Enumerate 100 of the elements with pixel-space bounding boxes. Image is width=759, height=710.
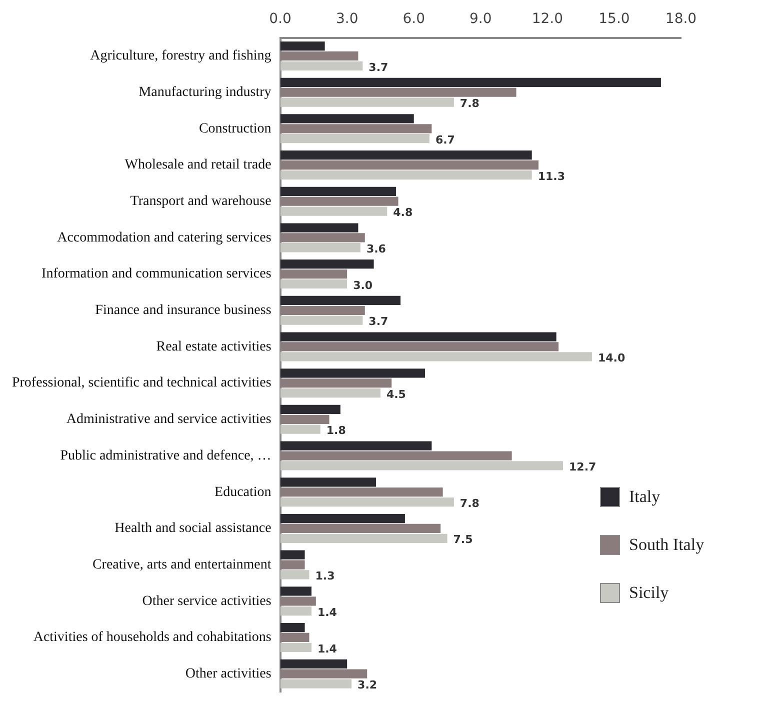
- data-label: 4.8: [393, 206, 413, 220]
- bar: [280, 78, 661, 87]
- bar: [280, 61, 363, 70]
- data-label: 6.7: [435, 133, 455, 146]
- bar: [280, 550, 305, 560]
- data-label: 7.5: [453, 533, 473, 546]
- bar: [280, 497, 454, 507]
- data-label: 3.7: [368, 315, 388, 328]
- bar: [280, 114, 414, 124]
- y-tick-label: Public administrative and defence, …: [60, 448, 272, 464]
- data-label: 1.8: [326, 424, 346, 438]
- data-label: 4.5: [386, 388, 406, 401]
- bar: [280, 560, 305, 570]
- bar: [280, 332, 556, 342]
- y-tick-label: Administrative and service activities: [66, 412, 272, 428]
- y-tick-label: Other service activities: [142, 594, 272, 609]
- bar: [280, 233, 365, 242]
- bar: [280, 632, 310, 642]
- y-tick-label: Transport and warehouse: [130, 194, 272, 210]
- x-tick-label: 12.0: [532, 11, 564, 28]
- data-label: 12.7: [569, 460, 596, 474]
- x-tick-label: 3.0: [336, 11, 358, 28]
- bar: [280, 596, 316, 606]
- x-tick-label: 6.0: [402, 11, 425, 28]
- data-label: 7.8: [460, 496, 480, 510]
- data-label: 1.4: [317, 642, 338, 656]
- x-tick-label: 15.0: [598, 11, 630, 28]
- y-tick-label: Accommodation and catering services: [57, 230, 272, 246]
- data-label: 11.3: [538, 170, 565, 183]
- bar: [280, 388, 380, 398]
- legend-label: Italy: [629, 487, 660, 507]
- bar: [280, 586, 312, 596]
- bar: [280, 451, 512, 460]
- bar: [280, 306, 365, 315]
- bar: [280, 441, 432, 450]
- bar: [280, 41, 325, 51]
- y-tick-label: Education: [214, 484, 272, 500]
- bar: [280, 606, 312, 616]
- bar: [280, 659, 348, 668]
- bar: [280, 170, 532, 180]
- y-tick-label: Other activities: [185, 666, 272, 682]
- bar: [280, 570, 310, 580]
- bar: [280, 296, 401, 306]
- bar: [280, 669, 368, 678]
- bar: [280, 51, 358, 61]
- bar: [280, 642, 312, 652]
- bar: [280, 134, 430, 144]
- bar: [280, 260, 374, 269]
- legend-label: South Italy: [629, 535, 704, 555]
- y-tick-label: Manufacturing industry: [138, 84, 272, 100]
- bar: [280, 342, 559, 352]
- bar: [280, 206, 388, 216]
- bar: [280, 269, 348, 279]
- y-tick-label: Finance and insurance business: [95, 303, 272, 318]
- y-tick-label: Professional, scientific and technical activities: [12, 376, 272, 391]
- bar: [280, 514, 405, 524]
- bar: [280, 679, 352, 688]
- bar: [280, 478, 376, 487]
- bar: [280, 88, 516, 97]
- x-tick-label: 9.0: [470, 11, 492, 28]
- bar: [280, 98, 454, 107]
- bar: [280, 243, 360, 252]
- y-tick-label: Activities of households and cohabitations: [33, 630, 272, 646]
- data-label: 1.4: [317, 606, 338, 619]
- data-label: 14.0: [598, 352, 626, 365]
- data-label: 3.6: [366, 242, 386, 256]
- bar: [280, 196, 398, 206]
- bar: [280, 279, 348, 289]
- bar: [280, 368, 425, 378]
- bar: [280, 378, 392, 388]
- bar: [280, 524, 441, 534]
- legend-label: Sicily: [629, 583, 669, 603]
- bar: [280, 124, 432, 134]
- data-label: 7.8: [460, 97, 480, 110]
- bar: [280, 622, 305, 632]
- bar: [280, 461, 564, 470]
- data-label: 3.0: [353, 278, 373, 292]
- y-tick-label: Creative, arts and entertainment: [92, 557, 272, 572]
- y-tick-label: Real estate activities: [156, 339, 272, 354]
- bar: [280, 404, 340, 414]
- bar: [280, 160, 539, 170]
- data-label: 1.3: [315, 570, 335, 583]
- bar: [280, 424, 320, 434]
- y-tick-label: Health and social assistance: [114, 521, 272, 536]
- bar: [280, 352, 592, 362]
- y-tick-label: Construction: [198, 121, 272, 136]
- data-label: 3.2: [358, 678, 378, 692]
- bar: [280, 223, 358, 232]
- y-tick-label: Wholesale and retail trade: [124, 158, 272, 173]
- y-tick-label: Agriculture, forestry and fishing: [90, 48, 272, 64]
- bar: [280, 186, 396, 196]
- bar: [280, 534, 448, 543]
- bar: [280, 488, 443, 497]
- y-tick-label: Information and communication services: [42, 266, 272, 282]
- bar: [280, 150, 532, 160]
- x-tick-label: 0.0: [269, 11, 292, 28]
- data-label: 3.7: [368, 60, 388, 74]
- x-tick-label: 18.0: [665, 11, 697, 28]
- bar: [280, 316, 363, 325]
- bar: [280, 414, 330, 424]
